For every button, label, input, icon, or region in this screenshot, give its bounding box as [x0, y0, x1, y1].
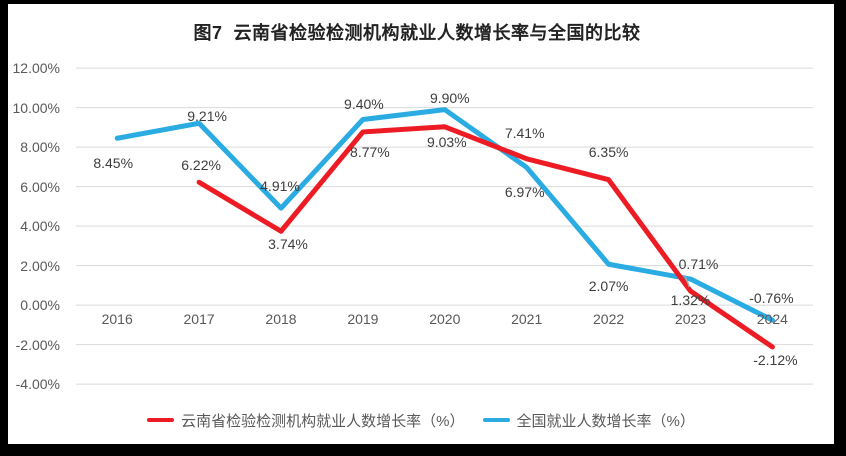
data-label: 6.35%: [588, 143, 629, 160]
y-axis-tick-label: -2.00%: [15, 336, 60, 353]
data-label: 4.91%: [260, 178, 300, 195]
data-label: 6.22%: [181, 157, 221, 174]
legend-swatch-national-line: [482, 418, 510, 422]
data-label: 9.90%: [429, 89, 470, 106]
series-line-yunnan: [196, 124, 775, 350]
legend-label-national: 全国就业人数增长率（%）: [516, 412, 695, 430]
y-axis-tick-label: 12.00%: [12, 60, 60, 77]
data-label: 3.74%: [268, 236, 308, 253]
y-axis-tick-label: 8.00%: [20, 139, 60, 156]
legend: 云南省检验检测机构就业人数增长率（%） 全国就业人数增长率（%）: [8, 406, 834, 434]
x-axis-tick-label: 2016: [101, 311, 133, 327]
data-label: 9.40%: [344, 96, 384, 113]
x-axis-tick-label: 2023: [674, 311, 707, 327]
y-axis-tick-label: 6.00%: [20, 178, 60, 195]
chart-title: 图7 云南省检验检测机构就业人数增长率与全国的比较: [193, 23, 641, 43]
x-axis-tick-label: 2019: [347, 311, 379, 327]
x-axis-tick-label: 2017: [183, 311, 215, 327]
data-label: -0.76%: [749, 290, 794, 307]
series-line-national: [114, 107, 775, 323]
legend-item-national: 全国就业人数增长率（%）: [482, 410, 695, 431]
x-axis-tick-label: 2021: [511, 311, 543, 327]
x-axis-tick-label: 2024: [756, 311, 788, 327]
y-axis-tick-label: 0.00%: [20, 297, 60, 314]
data-label: 0.71%: [678, 256, 719, 273]
frame-edge-left: [0, 0, 8, 456]
legend-label-yunnan: 云南省检验检测机构就业人数增长率（%）: [181, 412, 465, 430]
data-label: 9.03%: [426, 133, 467, 150]
y-axis-tick-label: 2.00%: [20, 257, 60, 274]
x-axis-tick-label: 2020: [429, 311, 461, 327]
frame-edge-right: [834, 0, 846, 456]
data-label: 8.77%: [350, 143, 390, 160]
data-label: 6.97%: [504, 184, 545, 201]
frame-edge-bottom: [0, 444, 846, 456]
data-label: -2.12%: [753, 351, 798, 368]
legend-swatch-yunnan-line: [147, 418, 175, 422]
data-label: 8.45%: [93, 155, 134, 172]
data-label: 1.32%: [670, 292, 711, 309]
label-leader-line: [683, 274, 691, 288]
data-label: 2.07%: [588, 278, 629, 295]
y-axis-tick-label: 10.00%: [12, 99, 60, 116]
legend-item-yunnan: 云南省检验检测机构就业人数增长率（%）: [147, 410, 465, 431]
x-axis-tick-label: 2018: [265, 311, 297, 327]
y-axis-tick-label: -4.00%: [15, 376, 60, 393]
frame-edge-top: [0, 0, 846, 4]
data-label: 9.21%: [187, 108, 227, 125]
x-axis-tick-label: 2022: [593, 311, 625, 327]
y-axis-tick-label: 4.00%: [20, 218, 60, 235]
data-label: 7.41%: [504, 124, 545, 141]
